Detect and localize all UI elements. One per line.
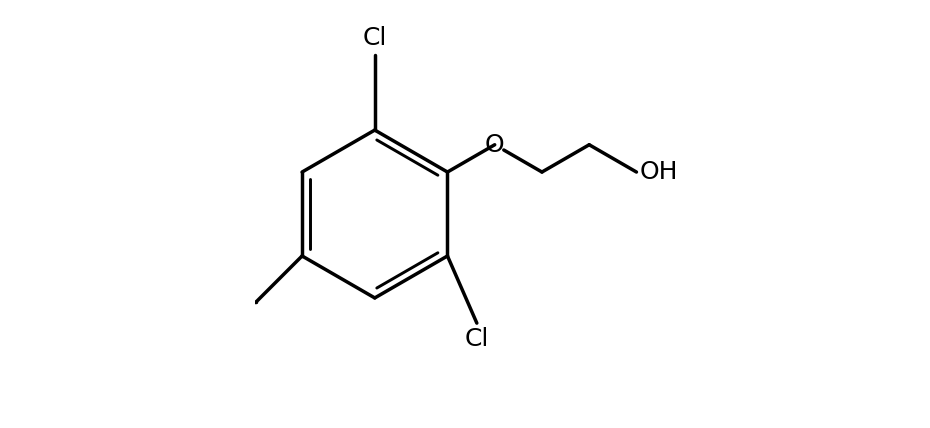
Text: O: O	[485, 133, 504, 157]
Text: Cl: Cl	[363, 27, 387, 51]
Text: OH: OH	[640, 160, 678, 184]
Text: Cl: Cl	[465, 327, 489, 351]
